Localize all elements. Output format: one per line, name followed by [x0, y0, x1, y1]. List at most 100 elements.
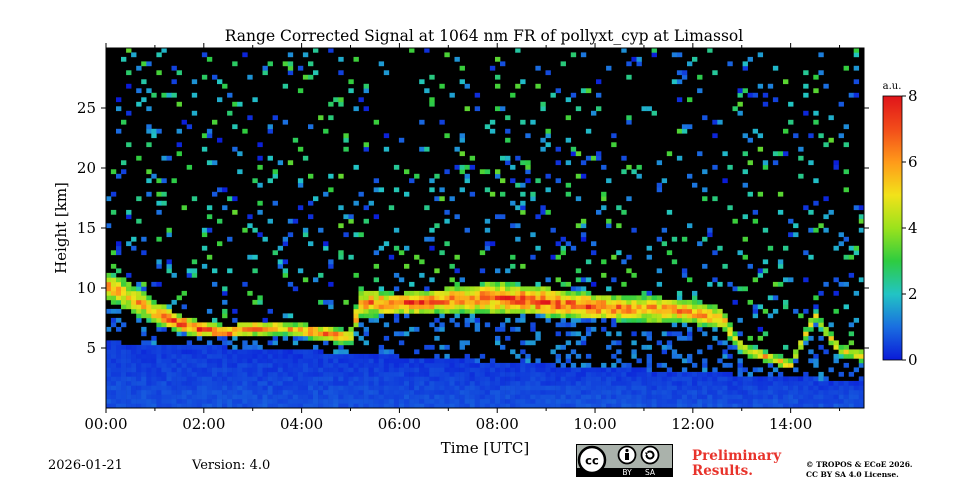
heatmap-cell: [121, 403, 127, 409]
heatmap-cell: [318, 389, 324, 395]
heatmap-cell: [191, 398, 198, 404]
heatmap-cell: [489, 358, 496, 364]
heatmap-cell: [237, 326, 243, 332]
heatmap-cell: [505, 155, 511, 161]
heatmap-cell: [414, 358, 420, 364]
heatmap-cell: [848, 403, 855, 409]
heatmap-cell: [373, 313, 380, 319]
heatmap-cell: [823, 389, 829, 395]
heatmap-cell: [166, 155, 172, 161]
heatmap-cell: [611, 362, 617, 368]
heatmap-cell: [277, 160, 284, 166]
heatmap-cell: [858, 358, 865, 364]
heatmap-cell: [570, 376, 577, 382]
y-axis-label: Height [km]: [52, 182, 70, 274]
heatmap-cell: [409, 385, 415, 391]
heatmap-cell: [191, 358, 198, 364]
heatmap-cell: [166, 227, 172, 233]
heatmap-cell: [434, 326, 440, 332]
heatmap-cell: [777, 281, 784, 287]
heatmap-cell: [464, 308, 470, 314]
heatmap-cell: [373, 290, 380, 296]
heatmap-cell: [116, 367, 122, 373]
heatmap-cell: [697, 88, 703, 94]
heatmap-cell: [565, 353, 572, 359]
heatmap-cell: [621, 308, 627, 314]
heatmap-cell: [580, 389, 587, 395]
heatmap-cell: [793, 376, 799, 382]
heatmap-cell: [262, 376, 268, 382]
heatmap-cell: [474, 317, 481, 323]
heatmap-cell: [252, 178, 258, 184]
heatmap-cell: [136, 88, 142, 94]
heatmap-cell: [297, 394, 304, 400]
heatmap-cell: [611, 313, 617, 319]
heatmap-cell: [398, 331, 405, 337]
heatmap-cell: [308, 326, 314, 332]
heatmap-cell: [742, 385, 748, 391]
heatmap-cell: [414, 304, 420, 310]
heatmap-cell: [252, 344, 258, 350]
heatmap-cell: [722, 178, 728, 184]
heatmap-cell: [308, 371, 314, 377]
heatmap-cell: [580, 385, 587, 391]
heatmap-cell: [212, 326, 218, 332]
heatmap-cell: [601, 398, 607, 404]
heatmap-cell: [687, 223, 693, 229]
heatmap-cell: [580, 52, 587, 58]
heatmap-cell: [540, 367, 546, 373]
heatmap-cell: [692, 376, 698, 382]
heatmap-cell: [717, 403, 723, 409]
heatmap-cell: [525, 394, 531, 400]
heatmap-cell: [489, 290, 496, 296]
heatmap-cell: [479, 308, 486, 314]
heatmap-cell: [393, 394, 400, 400]
heatmap-cell: [616, 380, 622, 386]
heatmap-cell: [808, 322, 814, 328]
heatmap-cell: [459, 299, 465, 305]
heatmap-cell: [813, 304, 819, 310]
heatmap-cell: [651, 403, 657, 409]
heatmap-cell: [484, 304, 491, 310]
heatmap-cell: [606, 308, 612, 314]
heatmap-cell: [631, 380, 637, 386]
heatmap-cell: [126, 371, 132, 377]
heatmap-cell: [393, 227, 400, 233]
heatmap-cell: [429, 322, 435, 328]
heatmap-cell: [474, 290, 481, 296]
heatmap-cell: [813, 394, 819, 400]
heatmap-cell: [732, 380, 738, 386]
heatmap-cell: [459, 295, 465, 301]
heatmap-cell: [591, 295, 597, 301]
heatmap-cell: [515, 403, 521, 409]
heatmap-cell: [348, 326, 354, 332]
heatmap-cell: [156, 389, 162, 395]
heatmap-cell: [550, 308, 556, 314]
heatmap-cell: [434, 268, 440, 274]
heatmap-cell: [232, 353, 238, 359]
heatmap-cell: [626, 317, 632, 323]
heatmap-cell: [161, 371, 167, 377]
heatmap-cell: [333, 376, 339, 382]
heatmap-cell: [151, 92, 157, 98]
heatmap-cell: [449, 362, 455, 368]
heatmap-cell: [267, 362, 273, 368]
heatmap-cell: [338, 205, 344, 211]
heatmap-cell: [105, 394, 112, 400]
heatmap-cell: [333, 97, 339, 103]
heatmap-cell: [287, 398, 294, 404]
heatmap-cell: [373, 250, 380, 256]
heatmap-cell: [141, 331, 147, 337]
heatmap-cell: [151, 308, 157, 314]
heatmap-cell: [201, 389, 208, 395]
heatmap-cell: [676, 313, 683, 319]
heatmap-cell: [681, 367, 688, 373]
heatmap-cell: [601, 295, 607, 301]
heatmap-cell: [297, 335, 304, 341]
heatmap-cell: [732, 385, 738, 391]
heatmap-cell: [853, 245, 860, 251]
heatmap-cell: [469, 155, 476, 161]
heatmap-cell: [530, 376, 536, 382]
heatmap-cell: [161, 380, 167, 386]
heatmap-cell: [156, 394, 162, 400]
